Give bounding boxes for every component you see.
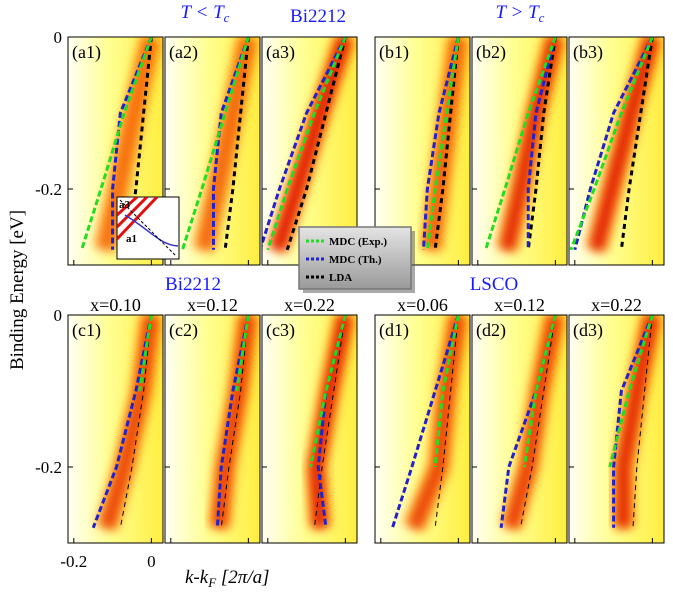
x-tick-label: -0.2 (60, 552, 87, 571)
series-line (111, 37, 153, 250)
panel-frame (471, 314, 568, 544)
series-line (569, 37, 654, 251)
panel-label: (d1) (379, 320, 409, 341)
panel: (b3) (568, 36, 665, 266)
panel-label: (c2) (169, 320, 198, 341)
series-line (181, 37, 250, 251)
panel-label: (c1) (72, 320, 101, 341)
heading: Bi2212 (290, 6, 346, 27)
series-line (285, 37, 347, 251)
series-line (308, 315, 347, 468)
panel-frame (67, 314, 164, 544)
series-line (526, 37, 557, 250)
series-line (484, 37, 557, 251)
panel-label: (b1) (379, 42, 409, 63)
series-line (526, 37, 557, 250)
series-line (608, 315, 654, 468)
series-line (91, 315, 153, 529)
panel-frame (261, 314, 358, 544)
series-line (391, 315, 460, 529)
legend: MDC (Exp.) MDC (Th.) LDA (298, 226, 415, 293)
y-tick-label: -0.2 (35, 458, 62, 477)
series-line (519, 315, 556, 528)
series-line (235, 315, 250, 392)
inset: a3 a1 (116, 196, 180, 260)
panel-frame (164, 36, 261, 266)
panel: (c2) x=0.12 (164, 295, 261, 544)
series-line (119, 315, 152, 528)
panel-subtitle: x=0.06 (397, 295, 448, 315)
panel: (d1) x=0.06 (374, 295, 471, 544)
series-line (266, 37, 347, 251)
legend-label: MDC (Th.) (329, 254, 382, 266)
panel: (a2) (164, 36, 261, 266)
panel: (c3) x=0.22 (261, 295, 358, 544)
panel-subtitle: x=0.22 (591, 295, 642, 315)
y-tick-label: -0.2 (35, 180, 62, 199)
panel-label: (b3) (573, 42, 603, 63)
series-line (313, 315, 346, 528)
intensity-band (505, 315, 562, 530)
panel-label: (a1) (72, 42, 101, 63)
panel-frame (568, 36, 665, 266)
panel-frame (568, 314, 665, 544)
panel-label: (a3) (266, 42, 295, 63)
series-line (425, 37, 460, 250)
series-line (215, 315, 250, 528)
series-line (434, 315, 459, 528)
y-tick-label: 0 (54, 306, 63, 325)
panel-frame (164, 314, 261, 544)
panel-subtitle: x=0.10 (90, 295, 141, 315)
panel-subtitle: x=0.12 (494, 295, 545, 315)
panel-frame (374, 314, 471, 544)
heading: Bi2212 (165, 274, 221, 295)
legend-label: MDC (Exp.) (329, 236, 387, 248)
heading: T < Tc (181, 2, 230, 25)
x-tick-label: 0 (147, 552, 156, 571)
intensity-band (408, 315, 465, 531)
series-line (522, 315, 557, 468)
panel: (d3) x=0.22 (568, 295, 665, 544)
x-axis-label: k-kF [2π/a] (185, 567, 270, 590)
series-line (211, 37, 250, 250)
inset-label: a3 (119, 199, 131, 211)
panel-label: (b2) (476, 42, 506, 63)
panel: (d2) x=0.12 (471, 295, 568, 544)
panel-label: (c3) (266, 320, 295, 341)
series-line (80, 37, 153, 251)
series-line (433, 37, 460, 250)
panel-subtitle: x=0.12 (187, 295, 238, 315)
heading: LSCO (470, 274, 519, 295)
series-line (421, 37, 460, 250)
intensity-band (617, 315, 659, 528)
panel-label: (d2) (476, 320, 506, 341)
series-line (223, 37, 250, 250)
heading: T > Tc (496, 2, 545, 25)
panel-frame (374, 36, 471, 266)
panel: (b2) (471, 36, 568, 266)
intensity-band (271, 37, 352, 252)
panel-frame (67, 36, 164, 266)
series-line (619, 37, 654, 250)
panel: 0 -0.2 (a1) (35, 28, 164, 266)
panel-label: (d3) (573, 320, 603, 341)
inset-label: a1 (126, 233, 137, 245)
intensity-band (98, 37, 158, 252)
panel-frame (471, 36, 568, 266)
series-line (612, 315, 654, 528)
series-line (632, 315, 653, 528)
intensity-band (197, 37, 255, 252)
y-tick-label: 0 (54, 28, 63, 47)
intensity-band (590, 37, 659, 252)
panel-subtitle: x=0.22 (284, 295, 335, 315)
series-line (138, 315, 153, 392)
legend-label: LDA (329, 272, 352, 284)
series-line (433, 315, 460, 468)
y-axis-label: Binding Energy [eV] (7, 210, 28, 370)
series-line (220, 315, 249, 528)
panel-label: (a2) (169, 42, 198, 63)
panel: 0 -0.2 -0.2 0 (c1) x=0.10 (35, 295, 164, 571)
